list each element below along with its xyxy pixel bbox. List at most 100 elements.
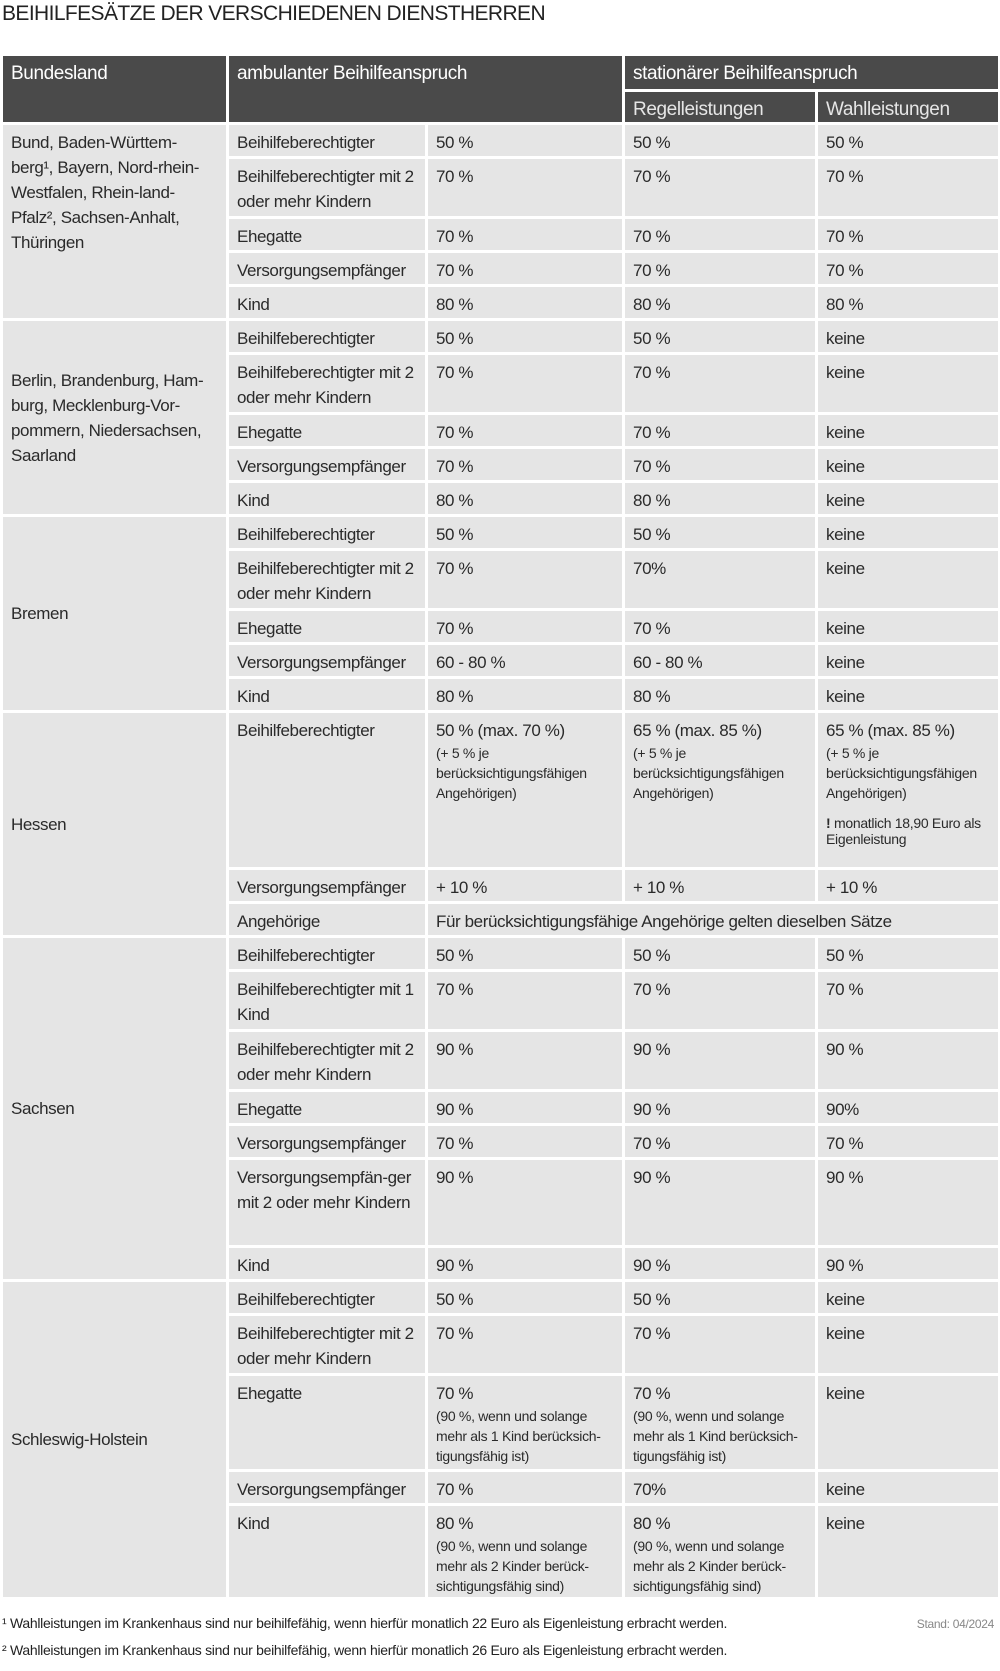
wahl-value: 80 % xyxy=(826,295,864,314)
amb-cell: 70 % xyxy=(424,1313,626,1376)
wahl-cell: 80 % xyxy=(815,284,1000,321)
table-row: Kind 90 % 90 % 90 % xyxy=(2,1245,1000,1282)
amb-value: 60 - 80 % xyxy=(436,653,506,672)
row-label: Angehörige xyxy=(226,901,428,938)
amb-cell: 50 % xyxy=(424,514,626,551)
row-label: Versorgungsempfänger xyxy=(226,867,428,904)
wahl-cell: keine xyxy=(815,642,1000,679)
wahl-value: 50 % xyxy=(826,133,864,152)
reg-value: 80 % xyxy=(633,295,671,314)
table-row: Versorgungsempfän-ger mit 2 oder mehr Ki… xyxy=(2,1157,1000,1248)
wahl-value: 90 % xyxy=(826,1168,864,1187)
reg-cell: 70 % (90 %, wenn und solange mehr als 1 K… xyxy=(622,1373,819,1472)
wahl-value: + 10 % xyxy=(826,878,878,897)
amb-cell: 70 % xyxy=(424,1123,626,1160)
wahl-cell: 90% xyxy=(815,1089,1000,1126)
footnote-1: ¹ Wahlleistungen im Krankenhaus sind nur… xyxy=(2,1615,728,1631)
table-row: Versorgungsempfänger 60 - 80 % 60 - 80 % ke… xyxy=(2,642,1000,679)
reg-cell: 90 % xyxy=(622,1245,819,1282)
wahl-cell: keine xyxy=(815,446,1000,483)
row-label: Kind xyxy=(226,284,428,321)
table-row: Beihilfeberechtigter mit 2 oder mehr Kin… xyxy=(2,548,1000,611)
reg-value: 70 % xyxy=(633,227,671,246)
row-label: Beihilfeberechtigter mit 2 oder mehr Kin… xyxy=(226,1029,428,1092)
amb-value: 50 % xyxy=(436,329,474,348)
table-row: Bund, Baden-Württem-berg¹, Bayern, Nord-… xyxy=(0,122,1000,321)
reg-cell: 70 % xyxy=(622,608,819,645)
wahl-cell: 90 % xyxy=(815,1029,1000,1092)
amb-cell: 70 % xyxy=(424,446,626,483)
table-row: Hessen Beihilfeberechtigter 50 % (max. 70 … xyxy=(0,710,1000,938)
amb-value: 70 % xyxy=(436,619,474,638)
reg-value: 65 % (max. 85 %) xyxy=(633,721,762,740)
wahl-value: keine xyxy=(826,653,865,672)
reg-value: 70 % xyxy=(633,457,671,476)
amb-note: (90 %, wenn und solange mehr als 1 Kind … xyxy=(436,1408,601,1464)
table-row: Kind 80 % 80 % keine xyxy=(2,676,1000,713)
table-row: Versorgungsempfänger 70 % 70 % keine xyxy=(2,446,1000,483)
table-row: Kind 80 % 80 % keine xyxy=(2,480,1000,517)
header-ambulant: ambulanter Beihilfeanspruch xyxy=(225,53,626,125)
reg-value: 50 % xyxy=(633,1290,671,1309)
table-row: Ehegatte 70 % (90 %, wenn und solange mehr… xyxy=(2,1373,1000,1472)
reg-cell: 50 % xyxy=(622,122,819,159)
wahl-value: keine xyxy=(826,619,865,638)
amb-value: 90 % xyxy=(436,1256,474,1275)
wahl-cell: keine xyxy=(815,1279,1000,1316)
row-label: Beihilfeberechtigter mit 2 oder mehr Kin… xyxy=(226,1313,428,1376)
amb-cell: 80 % xyxy=(424,480,626,517)
table-row: Versorgungsempfänger 70 % 70 % 70 % xyxy=(2,250,1000,287)
reg-cell: 80 % (90 %, wenn und solange mehr als 2 K… xyxy=(622,1503,819,1600)
state-cell: Berlin, Brandenburg, Ham-burg, Mecklenbu… xyxy=(0,318,229,517)
table-row: Beihilfeberechtigter mit 1 Kind 70 % 70 % 7… xyxy=(2,969,1000,1032)
page-title: BEIHILFESÄTZE DER VERSCHIEDENEN DIENSTHE… xyxy=(2,2,546,25)
table-row: Kind 80 % (90 %, wenn und solange mehr als… xyxy=(2,1503,1000,1600)
wahl-value: 70 % xyxy=(826,980,864,999)
wahl-value: 90 % xyxy=(826,1256,864,1275)
amb-cell: 70 % xyxy=(424,352,626,415)
table-row: Ehegatte 90 % 90 % 90% xyxy=(2,1089,1000,1126)
reg-cell: 70 % xyxy=(622,352,819,415)
reg-cell: 65 % (max. 85 %) (+ 5 % je berücksichtigu… xyxy=(622,710,819,870)
wahl-cell: 65 % (max. 85 %) (+ 5 % je berücksichtigu… xyxy=(815,710,1000,870)
wahl-cell: keine xyxy=(815,608,1000,645)
amb-cell: 90 % xyxy=(424,1029,626,1092)
reg-cell: 80 % xyxy=(622,480,819,517)
amb-value: 70 % xyxy=(436,227,474,246)
reg-note: (90 %, wenn und solange mehr als 2 Kinde… xyxy=(633,1538,786,1594)
warning-icon: ! xyxy=(826,815,831,831)
reg-cell: 70% xyxy=(622,1469,819,1506)
reg-cell: 60 - 80 % xyxy=(622,642,819,679)
amb-value: 80 % xyxy=(436,295,474,314)
reg-value: 70 % xyxy=(633,167,671,186)
wahl-cell: keine xyxy=(815,352,1000,415)
merged-cell: Für berücksichtigungsfähige Angehörige g… xyxy=(424,901,1000,938)
reg-value: 50 % xyxy=(633,525,671,544)
row-label: Versorgungsempfänger xyxy=(226,642,428,679)
amb-value: 50 % xyxy=(436,133,474,152)
reg-cell: 70 % xyxy=(622,250,819,287)
reg-cell: 90 % xyxy=(622,1029,819,1092)
row-label: Beihilfeberechtigter mit 2 oder mehr Kin… xyxy=(226,156,428,219)
row-label: Ehegatte xyxy=(226,608,428,645)
table-row: Schleswig-Holstein Beihilfeberechtigter 50… xyxy=(0,1279,1000,1600)
wahl-cell: keine xyxy=(815,412,1000,449)
table-row: Bremen Beihilfeberechtigter 50 % 50 % keine xyxy=(0,514,1000,713)
reg-cell: 70 % xyxy=(622,1123,819,1160)
row-label: Versorgungsempfänger xyxy=(226,1469,428,1506)
wahl-value: 70 % xyxy=(826,1134,864,1153)
amb-cell: 70 % xyxy=(424,548,626,611)
row-label: Versorgungsempfän-ger mit 2 oder mehr Ki… xyxy=(226,1157,428,1248)
amb-value: 70 % xyxy=(436,559,474,578)
wahl-value: 70 % xyxy=(826,227,864,246)
wahl-cell: 70 % xyxy=(815,156,1000,219)
reg-cell: 80 % xyxy=(622,284,819,321)
amb-value: 50 % xyxy=(436,525,474,544)
reg-cell: 50 % xyxy=(622,514,819,551)
table-row: Beihilfeberechtigter mit 2 oder mehr Kin… xyxy=(2,1029,1000,1092)
row-label: Kind xyxy=(226,1245,428,1282)
wahl-value: keine xyxy=(826,1384,865,1403)
wahl-value: keine xyxy=(826,363,865,382)
row-label: Beihilfeberechtigter mit 2 oder mehr Kin… xyxy=(226,352,428,415)
row-label: Ehegatte xyxy=(226,1089,428,1126)
